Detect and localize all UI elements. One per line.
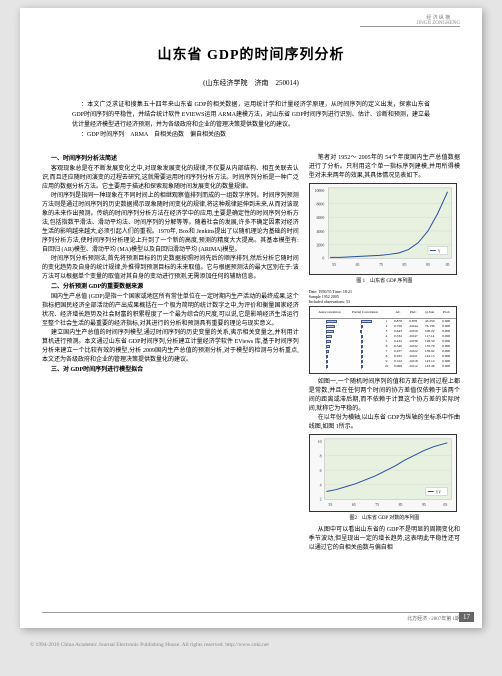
section1-title: 一、时间序列分析法简述 bbox=[42, 155, 299, 164]
right-p3: 在以年份为横轴,以山东省 GDP为纵轴的坐标系中作曲线图,如图 1所示。 bbox=[309, 414, 460, 432]
right-column: 笔者对 1952～ 2005年的 54个年度国内生产总值数据进行了分析。只利用这… bbox=[309, 154, 460, 553]
svg-text:2000: 2000 bbox=[316, 244, 324, 248]
svg-text:05: 05 bbox=[445, 263, 449, 267]
th-q: Q-Stat bbox=[421, 308, 439, 317]
chart2-svg: 10 8 6 4 2 55 65 75 85 95 05 bbox=[310, 435, 456, 511]
correlogram-meta: Date: 1950/55 Time: 18:21 Sample 1952 20… bbox=[309, 289, 460, 304]
section1-p2: 时间序列是指同一种现象在不同时间上的相继观察值排列而成的一组数字序列。时间序列预… bbox=[42, 192, 299, 255]
section2-title: 二、分析预测 GDP的重要数据来源 bbox=[42, 283, 299, 292]
section1-p1: 客观现象总是在不断发展变化之中,对现象发展变化的规律,不仅要从内部结构、相互关联… bbox=[42, 165, 299, 192]
svg-text:75: 75 bbox=[375, 503, 379, 507]
chart1-gdp-series: 10000 8000 6000 4000 2000 0 55 65 75 85 … bbox=[309, 183, 457, 275]
th-pac: Partial Correlation bbox=[347, 308, 383, 317]
th-ac: Autocorrelation bbox=[312, 308, 348, 317]
abstract-line2: ：GDP 时间序列 ARMA 自相关函数 偏自相关函数 bbox=[72, 130, 430, 140]
svg-text:2: 2 bbox=[319, 497, 321, 501]
svg-text:10: 10 bbox=[317, 440, 321, 444]
svg-text:10000: 10000 bbox=[314, 189, 324, 193]
svg-text:YY: YY bbox=[435, 490, 441, 494]
svg-text:6000: 6000 bbox=[316, 216, 324, 220]
table-body: 10.8780.87843.2500.00020.759-0.04476.136… bbox=[310, 319, 456, 369]
section2-p1: 国内生产总值 (GDP)是指一个国家或地区所有常住单位在一定时期内生产活动的最终… bbox=[42, 293, 299, 329]
header-ornament: 经 济 纵 横 JINGJI ZONGHENG bbox=[417, 14, 460, 26]
correlogram-table: Autocorrelation Partial Correlation AC P… bbox=[309, 306, 457, 374]
svg-text:55: 55 bbox=[328, 503, 332, 507]
copyright: © 1994-2010 China Academic Journal Elect… bbox=[30, 642, 269, 648]
th-pacv: PAC bbox=[406, 308, 421, 317]
affiliation: (山东经济学院 济南 250014) bbox=[42, 78, 460, 88]
left-column: 一、时间序列分析法简述 客观现象总是在不断发展变化之中,对现象发展变化的规律,不… bbox=[42, 154, 299, 553]
svg-text:8000: 8000 bbox=[316, 203, 324, 207]
svg-text:6: 6 bbox=[319, 469, 321, 473]
section1-p3: 时间序列分析预测法,首先将预测目标的历史数据按照时间先后的顺序排列,然后分析它随… bbox=[42, 255, 299, 282]
right-p4: 从图中可以看出山东省的 GDP不是明显的周期变化和季节波动,但呈现出一定的增长趋… bbox=[309, 526, 460, 553]
chart1-svg: 10000 8000 6000 4000 2000 0 55 65 75 85 … bbox=[310, 184, 456, 274]
chart2-caption: 图2 山东省 GDP 对数的序列图 bbox=[309, 514, 460, 523]
header-line bbox=[360, 26, 460, 27]
th-p: Prob bbox=[439, 308, 454, 317]
th-acv: AC bbox=[390, 308, 405, 317]
page: 经 济 纵 横 JINGJI ZONGHENG 山东省 GDP的时间序列分析 (… bbox=[20, 8, 482, 628]
svg-text:05: 05 bbox=[443, 503, 447, 507]
content-columns: 一、时间序列分析法简述 客观现象总是在不断发展变化之中,对现象发展变化的规律,不… bbox=[42, 154, 460, 553]
section2-p2: 建立国内生产总值的时间序列模型,通过时间序列的历史变量的关系,夷示相关变量之,并… bbox=[42, 329, 299, 365]
svg-text:4000: 4000 bbox=[316, 230, 324, 234]
section3-title: 三、对 GDP时间序列进行模型拟合 bbox=[42, 366, 299, 375]
svg-text:65: 65 bbox=[355, 263, 359, 267]
th-lag bbox=[383, 308, 391, 317]
svg-text:8: 8 bbox=[319, 454, 321, 458]
abstract: ：本文广泛求证和搜集五十四年来山东省 GDP的相关数据，运用统计学和计量经济学原… bbox=[42, 100, 460, 140]
svg-text:65: 65 bbox=[352, 503, 356, 507]
footer: 北方经济 · 2007年第 1期 bbox=[42, 612, 460, 622]
svg-text:95: 95 bbox=[422, 503, 426, 507]
svg-text:55: 55 bbox=[332, 263, 336, 267]
svg-text:75: 75 bbox=[379, 263, 383, 267]
right-p2: 如图一,一个随机时间序列的值和方差在时间过程上都是常数,并且在任何两个时间的协方… bbox=[309, 378, 460, 414]
page-number: 17 bbox=[459, 612, 474, 622]
chart2-log-gdp: 10 8 6 4 2 55 65 75 85 95 05 bbox=[309, 434, 457, 512]
svg-text:95: 95 bbox=[426, 263, 430, 267]
svg-text:85: 85 bbox=[402, 263, 406, 267]
abstract-line1: ：本文广泛求证和搜集五十四年来山东省 GDP的相关数据，运用统计学和计量经济学原… bbox=[72, 100, 430, 130]
svg-text:Y: Y bbox=[438, 249, 441, 253]
meta-obs: Included observations: 53 bbox=[309, 299, 460, 304]
table-row: 100.069-0.012143.460.000 bbox=[310, 364, 456, 369]
chart1-caption: 图 1 山东省 GDP 序列图 bbox=[309, 277, 460, 286]
svg-text:0: 0 bbox=[322, 256, 324, 260]
svg-text:4: 4 bbox=[319, 484, 321, 488]
header-cn: 经 济 纵 横 bbox=[417, 14, 460, 21]
footer-right: 北方经济 · 2007年第 1期 bbox=[407, 615, 460, 622]
svg-text:85: 85 bbox=[398, 503, 402, 507]
right-p1: 笔者对 1952～ 2005年的 54个年度国内生产总值数据进行了分析。只利用这… bbox=[309, 154, 460, 181]
page-title: 山东省 GDP的时间序列分析 bbox=[42, 44, 460, 64]
